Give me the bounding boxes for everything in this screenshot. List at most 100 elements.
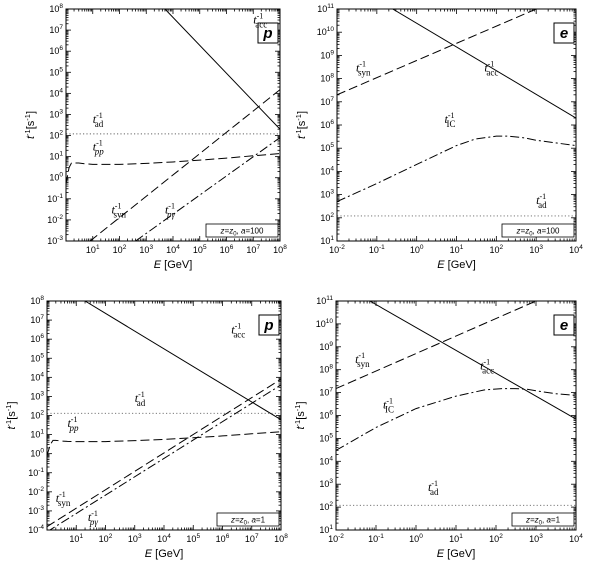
y-tick-label: 100 — [49, 172, 63, 183]
y-tick-label: 1010 — [317, 26, 335, 37]
param-note-box — [511, 512, 575, 527]
y-tick-label: 108 — [319, 364, 333, 375]
x-tick-label: 106 — [220, 244, 234, 255]
x-tick-label: 103 — [128, 533, 142, 544]
y-tick-label: 102 — [30, 410, 44, 421]
y-tick-label: 101 — [49, 151, 63, 162]
series-ic-line — [336, 388, 576, 451]
x-tick-label: 104 — [157, 533, 171, 544]
param-note-box — [205, 223, 279, 238]
series-acc-line — [392, 9, 576, 119]
y-tick-label: 103 — [320, 189, 334, 200]
x-tick-label: 100 — [409, 533, 423, 544]
panel-letter: p — [263, 317, 273, 334]
y-tick-label: 101 — [30, 429, 44, 440]
curve-label-ad: t-1 ad — [536, 192, 547, 210]
x-tick-label: 103 — [529, 533, 543, 544]
curve-label-ic: t-1 IC — [383, 397, 394, 415]
y-tick-label: 105 — [320, 142, 334, 153]
series-acc-line — [84, 301, 281, 421]
param-note-box — [501, 223, 575, 238]
x-axis-label: E [GeV] — [437, 259, 476, 271]
x-tick-label: 103 — [139, 244, 153, 255]
panel-letter: e — [560, 25, 568, 42]
panel-letter-box — [258, 314, 280, 336]
panel-2: 10-2 10-1 100 101 102 103 104 101 102 103 104 105 10… — [294, 3, 583, 271]
x-axis-label: E [GeV] — [154, 259, 193, 271]
y-tick-label: 10-1 — [28, 467, 44, 478]
series-pp-line — [66, 153, 280, 185]
curve-label-acc: t-1 acc — [480, 358, 494, 376]
panel-1: 101 102 103 104 105 106 107 108 10-3 10-2 10-1 100 1… — [23, 3, 287, 271]
y-axis-label: t-1[s-1] — [23, 111, 37, 139]
x-tick-label: 107 — [246, 244, 260, 255]
plot-frame — [335, 300, 577, 531]
y-tick-label: 107 — [30, 314, 44, 325]
curve-label-acc: t-1 acc — [231, 321, 245, 339]
y-tick-label: 104 — [319, 455, 333, 466]
x-tick-label: 102 — [113, 244, 127, 255]
x-tick-label: 10-1 — [368, 533, 384, 544]
series-acc-line — [164, 9, 280, 130]
y-tick-label: 1010 — [316, 318, 334, 329]
y-tick-label: 10-1 — [47, 193, 63, 204]
x-tick-label: 105 — [193, 244, 207, 255]
y-axis-label: t-1[s-1] — [293, 401, 307, 429]
curve-label-ad: t-1 ad — [135, 390, 146, 408]
curve-label-ad: t-1 ad — [428, 479, 439, 497]
curve-label-syn: t-1 syn — [56, 490, 71, 508]
x-tick-label: 105 — [186, 533, 200, 544]
x-tick-label: 106 — [216, 533, 230, 544]
y-tick-label: 105 — [30, 352, 44, 363]
y-tick-label: 1011 — [316, 295, 333, 306]
curve-label-pg: t-1 pγ — [88, 509, 99, 527]
param-note: z=z0, a=1 — [525, 516, 561, 527]
x-axis-label: E [GeV] — [437, 548, 476, 560]
series-pg-line — [49, 384, 281, 530]
y-tick-label: 104 — [320, 165, 334, 176]
panel-3: 101 102 103 104 105 106 107 108 10-4 10-3 10-2 10-1… — [4, 295, 288, 560]
panel-4: 10-2 10-1 100 101 102 103 104 101 102 103 104 105 10… — [293, 295, 583, 560]
y-tick-label: 10-3 — [47, 235, 63, 246]
panel-letter-box — [553, 22, 575, 44]
y-tick-label: 109 — [319, 341, 333, 352]
y-tick-label: 107 — [319, 387, 333, 398]
x-tick-label: 108 — [274, 533, 288, 544]
y-tick-label: 103 — [49, 108, 63, 119]
y-tick-label: 108 — [30, 295, 44, 306]
y-tick-label: 100 — [30, 448, 44, 459]
x-tick-label: 107 — [245, 533, 259, 544]
y-tick-label: 106 — [30, 333, 44, 344]
y-tick-label: 10-3 — [28, 505, 44, 516]
x-tick-label: 10-2 — [328, 533, 344, 544]
series-syn-line — [337, 9, 537, 96]
curve-label-acc: t-1 acc — [484, 60, 498, 78]
y-tick-label: 104 — [49, 87, 63, 98]
x-tick-label: 101 — [69, 533, 83, 544]
x-tick-label: 101 — [449, 533, 463, 544]
x-axis-label: E [GeV] — [145, 548, 184, 560]
param-note: z=z0, a=1 — [230, 516, 266, 527]
curve-label-ad: t-1 ad — [93, 111, 104, 129]
panel-letter-box — [257, 22, 279, 44]
series-syn-line — [47, 378, 281, 528]
param-note-box — [216, 512, 280, 527]
series-syn-line — [89, 89, 280, 241]
curve-label-pp: t-1 pp — [93, 138, 105, 156]
param-note: z=z0, a=100 — [220, 227, 264, 238]
plot-frame — [46, 300, 282, 531]
y-tick-label: 107 — [49, 24, 63, 35]
y-tick-label: 105 — [319, 432, 333, 443]
series-ic-line — [337, 135, 576, 203]
y-tick-label: 105 — [49, 66, 63, 77]
x-tick-label: 102 — [99, 533, 113, 544]
x-tick-label: 101 — [450, 244, 464, 255]
curve-label-syn: t-1 syn — [111, 202, 126, 220]
y-tick-label: 107 — [320, 96, 334, 107]
y-tick-label: 10-4 — [28, 524, 44, 535]
panel-letter-box — [553, 314, 575, 336]
y-tick-label: 108 — [320, 73, 334, 84]
y-tick-label: 103 — [319, 478, 333, 489]
curve-label-ic: t-1 IC — [445, 111, 456, 129]
